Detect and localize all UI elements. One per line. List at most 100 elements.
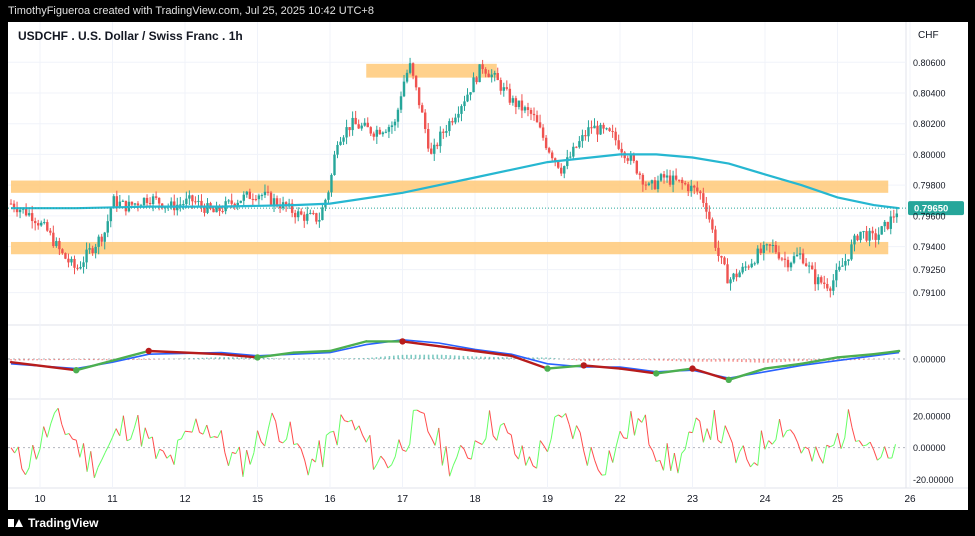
oscillator-segment <box>833 432 838 446</box>
candle-body <box>499 80 502 91</box>
oscillator-segment <box>764 440 770 450</box>
oscillator-segment <box>648 444 654 452</box>
histogram-bar <box>127 359 130 361</box>
candle-body <box>557 160 560 168</box>
candle-body <box>865 231 868 241</box>
histogram-bar <box>658 359 660 361</box>
oscillator-segment <box>644 414 650 445</box>
candle-body <box>810 265 814 270</box>
oscillator-segment <box>554 414 559 418</box>
slow-line-segment <box>75 359 114 372</box>
slow-line-segment <box>9 361 78 372</box>
oscillator-segment <box>340 414 345 421</box>
candle-body <box>847 259 850 262</box>
oscillator-segment <box>289 421 295 445</box>
oscillator-segment <box>507 432 512 436</box>
oscillator-segment <box>101 452 106 461</box>
oscillator-segment <box>376 455 382 464</box>
candle-body <box>493 73 496 75</box>
candle-body <box>859 231 862 241</box>
candle-body <box>744 266 747 268</box>
histogram-bar <box>45 359 47 361</box>
momentum-zero-label: 0.00000 <box>913 355 946 365</box>
candle-body <box>708 211 711 220</box>
candle-body <box>807 265 811 267</box>
cross-dot <box>725 376 732 383</box>
histogram-bar <box>449 355 452 359</box>
oscillator-segment <box>706 428 712 440</box>
candle-body <box>638 173 642 175</box>
candle-body <box>9 203 13 205</box>
histogram-bar <box>858 359 861 360</box>
moving-average: 0.79650 <box>8 153 964 216</box>
candle-body <box>726 264 729 284</box>
candle-body <box>566 157 569 167</box>
candle-body <box>269 192 273 205</box>
candle-body <box>221 210 224 212</box>
histogram-bar <box>710 359 713 362</box>
histogram-bar <box>745 359 747 363</box>
histogram-bar <box>427 354 430 359</box>
candle-body <box>420 105 424 113</box>
last-price-label: 0.79650 <box>914 204 948 215</box>
oscillator-segment <box>728 433 733 444</box>
candle-body <box>49 230 52 233</box>
oscillator-segment <box>536 440 541 469</box>
candle-body <box>433 144 436 154</box>
oscillator-segment <box>474 440 479 444</box>
oscillator-segment <box>811 446 817 462</box>
candle-body <box>578 141 581 148</box>
candle-body <box>813 269 817 285</box>
histogram-bar <box>671 359 673 362</box>
candle-body <box>97 236 100 247</box>
tradingview-logo[interactable]: TradingView <box>8 516 98 530</box>
oscillator-segment <box>166 454 171 459</box>
oscillator-segment <box>822 445 828 464</box>
candle-body <box>27 213 31 216</box>
histogram-bar <box>680 359 682 362</box>
histogram-bar <box>432 354 434 359</box>
oscillator-segment <box>731 443 737 464</box>
oscillator-segment <box>518 445 523 460</box>
oscillator-segment <box>394 439 400 457</box>
slow-line-segment <box>836 353 875 359</box>
candle-body <box>58 240 61 250</box>
slow-line-segment <box>691 367 730 381</box>
oscillator-segment <box>238 446 244 477</box>
slow-line-segment <box>655 367 694 375</box>
candle-body <box>200 200 203 207</box>
candle-body <box>569 156 572 158</box>
candle-body <box>414 75 418 88</box>
histogram-bar <box>105 359 108 361</box>
oscillator-segment <box>242 450 248 477</box>
oscillator-segment <box>717 439 722 444</box>
histogram-bar <box>701 359 704 362</box>
oscillator-segment <box>623 437 628 440</box>
candle-body <box>590 127 593 129</box>
oscillator-segment <box>612 445 617 463</box>
histogram-bar <box>371 357 373 359</box>
candle-body <box>46 222 49 231</box>
oscillator-segment <box>514 454 519 460</box>
histogram-bar <box>867 359 869 360</box>
oscillator-segment <box>220 430 226 453</box>
candle-body <box>502 87 505 91</box>
chart-canvas[interactable]: 0.79650 0.00000 20.00000 0.00000 -20.00000… <box>8 22 968 510</box>
histogram-bar <box>136 359 138 360</box>
cross-dot <box>653 370 660 377</box>
histogram-bar <box>184 358 186 359</box>
candle-body <box>215 205 218 213</box>
histogram-bar <box>784 359 787 362</box>
histogram-bar <box>393 355 395 359</box>
oscillator-segment <box>369 435 374 470</box>
candle-body <box>560 167 563 174</box>
oscillator-segment <box>528 456 534 466</box>
candle-body <box>257 195 261 200</box>
histogram-bar <box>140 359 143 360</box>
candle-body <box>862 231 865 233</box>
candle-body <box>345 127 348 138</box>
oscillator-segment <box>637 418 643 423</box>
oscillator-segment <box>104 444 110 453</box>
candle-body <box>641 174 645 185</box>
histogram-bar <box>410 354 412 359</box>
